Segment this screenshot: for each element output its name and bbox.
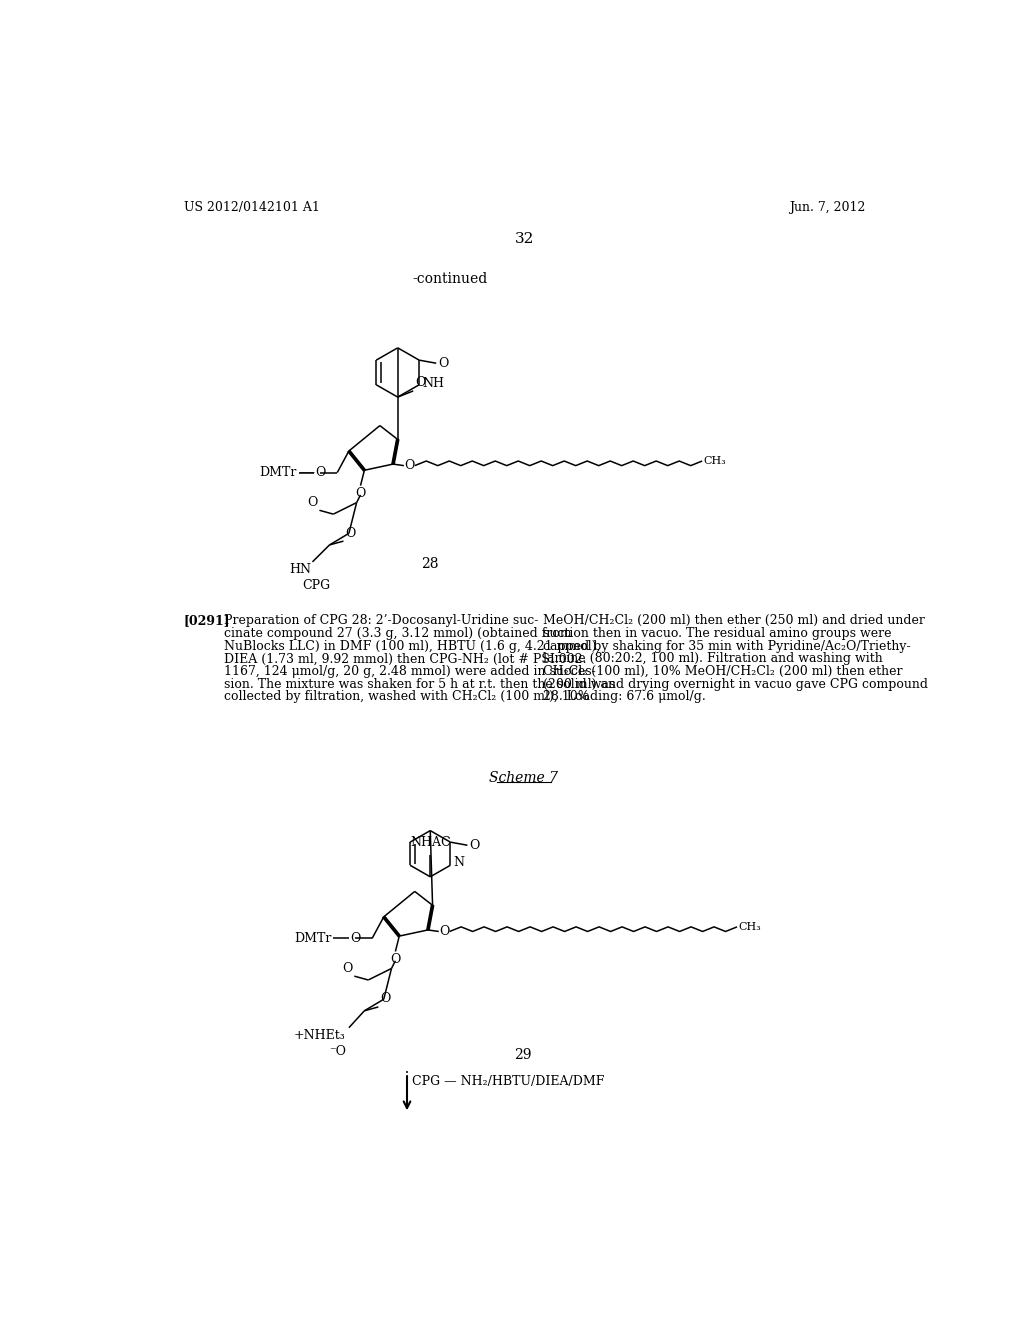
Text: +NHEt₃: +NHEt₃ (294, 1030, 346, 1043)
Text: capped by shaking for 35 min with Pyridine/Ac₂O/Triethy-: capped by shaking for 35 min with Pyridi… (543, 640, 910, 652)
Text: DIEA (1.73 ml, 9.92 mmol) then CPG-NH₂ (lot # PSI.002.: DIEA (1.73 ml, 9.92 mmol) then CPG-NH₂ (… (224, 652, 587, 665)
Polygon shape (392, 440, 398, 465)
Text: collected by filtration, washed with CH₂Cl₂ (100 ml), 10%: collected by filtration, washed with CH₂… (224, 690, 590, 704)
Text: O: O (469, 838, 479, 851)
Text: 28: 28 (422, 557, 439, 572)
Text: CH₂Cl₂ (100 ml), 10% MeOH/CH₂Cl₂ (200 ml) then ether: CH₂Cl₂ (100 ml), 10% MeOH/CH₂Cl₂ (200 ml… (543, 665, 902, 678)
Text: US 2012/0142101 A1: US 2012/0142101 A1 (183, 201, 319, 214)
Text: N: N (454, 857, 465, 870)
Text: lamine (80:20:2, 100 ml). Filtration and washing with: lamine (80:20:2, 100 ml). Filtration and… (543, 652, 883, 665)
Text: O: O (345, 527, 355, 540)
Text: O: O (380, 993, 390, 1006)
Text: Preparation of CPG 28: 2’-Docosanyl-Uridine suc-: Preparation of CPG 28: 2’-Docosanyl-Urid… (224, 614, 539, 627)
Text: CPG — NH₂/HBTU/DIEA/DMF: CPG — NH₂/HBTU/DIEA/DMF (412, 1074, 604, 1088)
Polygon shape (348, 450, 366, 471)
Text: O: O (390, 953, 400, 966)
Text: O: O (350, 932, 360, 945)
Text: NHAC: NHAC (410, 836, 451, 849)
Text: O: O (404, 459, 415, 473)
Text: 28. Loading: 67.6 μmol/g.: 28. Loading: 67.6 μmol/g. (543, 690, 706, 704)
Text: 29: 29 (514, 1048, 532, 1061)
Text: suction then in vacuo. The residual amino groups were: suction then in vacuo. The residual amin… (543, 627, 891, 640)
Text: MeOH/CH₂Cl₂ (200 ml) then ether (250 ml) and dried under: MeOH/CH₂Cl₂ (200 ml) then ether (250 ml)… (543, 614, 925, 627)
Text: O: O (307, 496, 317, 508)
Text: CPG: CPG (302, 578, 331, 591)
Text: O: O (415, 376, 425, 389)
Text: NuBlocks LLC) in DMF (100 ml), HBTU (1.6 g, 4.21 mmol),: NuBlocks LLC) in DMF (100 ml), HBTU (1.6… (224, 640, 600, 652)
Text: Scheme 7: Scheme 7 (488, 771, 558, 785)
Text: O: O (438, 356, 449, 370)
Text: 1167, 124 μmol/g, 20 g, 2.48 mmol) were added in succes-: 1167, 124 μmol/g, 20 g, 2.48 mmol) were … (224, 665, 596, 678)
Polygon shape (427, 906, 434, 931)
Text: (200 ml) and drying overnight in vacuo gave CPG compound: (200 ml) and drying overnight in vacuo g… (543, 677, 928, 690)
Text: CH₃: CH₃ (738, 921, 762, 932)
Text: NH: NH (422, 376, 444, 389)
Text: sion. The mixture was shaken for 5 h at r.t. then the solid was: sion. The mixture was shaken for 5 h at … (224, 677, 615, 690)
Text: ⁻O: ⁻O (329, 1044, 346, 1057)
Text: O: O (315, 466, 326, 479)
Text: -continued: -continued (412, 272, 487, 286)
Text: O: O (439, 925, 450, 939)
Text: Jun. 7, 2012: Jun. 7, 2012 (790, 201, 866, 214)
Text: O: O (355, 487, 366, 500)
Text: DMTr: DMTr (259, 466, 297, 479)
Text: DMTr: DMTr (295, 932, 332, 945)
Text: 32: 32 (515, 231, 535, 246)
Text: HN: HN (289, 564, 311, 577)
Polygon shape (383, 916, 400, 937)
Text: CH₃: CH₃ (703, 455, 726, 466)
Text: O: O (342, 961, 352, 974)
Text: cinate compound 27 (3.3 g, 3.12 mmol) (obtained from: cinate compound 27 (3.3 g, 3.12 mmol) (o… (224, 627, 571, 640)
Text: [0291]: [0291] (183, 614, 230, 627)
